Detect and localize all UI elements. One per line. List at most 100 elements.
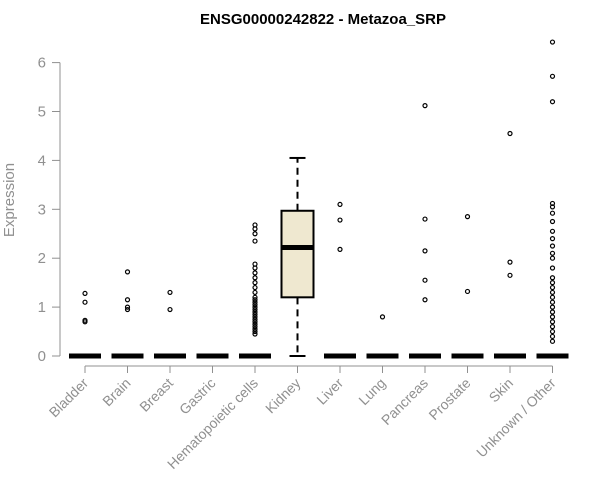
outlier-point xyxy=(337,246,343,252)
outlier-point xyxy=(549,328,556,335)
outlier-point xyxy=(549,228,556,234)
outlier-point xyxy=(549,210,556,216)
outlier-point xyxy=(549,333,556,340)
outlier-point xyxy=(252,284,258,291)
x-tick-label: Brain xyxy=(99,375,133,409)
outlier-point xyxy=(549,236,556,242)
outlier-point xyxy=(549,99,556,105)
outlier-point xyxy=(549,289,556,296)
outlier-point xyxy=(549,39,556,45)
outlier-point xyxy=(422,248,428,254)
outlier-point xyxy=(549,243,556,249)
outlier-point xyxy=(252,261,258,267)
box-group xyxy=(239,222,271,359)
outlier-point xyxy=(549,304,556,310)
outlier-point xyxy=(507,259,513,265)
outlier-point xyxy=(252,222,258,228)
x-tick-label: Kidney xyxy=(262,375,304,417)
outlier-point xyxy=(507,130,513,137)
outlier-point xyxy=(422,103,428,109)
outlier-point xyxy=(252,297,258,303)
box-group xyxy=(280,156,315,357)
x-tick-label: Liver xyxy=(313,375,346,408)
outlier-point xyxy=(549,309,556,315)
outlier-point xyxy=(124,269,131,275)
outlier-point xyxy=(252,309,258,315)
x-tick-label: Bladder xyxy=(46,375,92,421)
y-tick-label: 2 xyxy=(38,250,46,267)
outlier-point xyxy=(379,314,386,320)
outlier-point xyxy=(252,304,258,310)
outlier-point xyxy=(167,289,173,296)
outlier-point xyxy=(549,299,556,305)
x-tick-label: Breast xyxy=(136,375,176,415)
outlier-point xyxy=(549,319,556,325)
outlier-point xyxy=(252,316,258,322)
x-tick-label: Lung xyxy=(355,375,388,408)
outlier-point xyxy=(507,272,513,278)
outlier-point xyxy=(549,338,556,344)
outlier-point xyxy=(252,280,258,286)
y-tick-label: 0 xyxy=(38,348,46,365)
box-group xyxy=(409,103,441,359)
outlier-point xyxy=(422,277,428,283)
outlier-point xyxy=(337,201,343,208)
outlier-point xyxy=(549,200,556,207)
x-tick-label: Pancreas xyxy=(378,375,431,428)
outlier-point xyxy=(124,304,131,310)
outlier-point xyxy=(549,324,556,330)
y-tick-label: 5 xyxy=(38,104,46,121)
plot-area xyxy=(69,39,569,359)
y-tick-label: 1 xyxy=(38,299,46,316)
outlier-point xyxy=(252,311,258,318)
outlier-point xyxy=(82,317,88,323)
x-tick-label: Unknown / Other xyxy=(473,375,559,461)
outlier-point xyxy=(549,314,556,320)
box xyxy=(280,209,315,299)
outlier-point xyxy=(252,331,258,337)
y-tick-label: 4 xyxy=(38,152,46,169)
outlier-point xyxy=(252,231,258,237)
box-group xyxy=(111,269,144,359)
outlier-point xyxy=(464,288,471,295)
outlier-point xyxy=(549,255,556,261)
box-group xyxy=(154,289,186,359)
y-tick-label: 3 xyxy=(38,201,46,218)
outlier-point xyxy=(252,302,258,308)
outlier-point xyxy=(549,284,556,291)
x-tick-label: Prostate xyxy=(425,375,473,423)
outlier-point xyxy=(549,250,556,256)
box-group xyxy=(324,201,356,359)
y-tick-label: 6 xyxy=(38,55,46,72)
outlier-point xyxy=(549,294,556,300)
outlier-point xyxy=(252,289,258,296)
x-tick-label: Skin xyxy=(486,375,517,406)
outlier-point xyxy=(252,328,258,335)
y-axis: 0 1 2 3 4 5 6 xyxy=(38,55,61,365)
outlier-point xyxy=(124,306,131,313)
outlier-point xyxy=(252,275,258,281)
box-group xyxy=(536,39,569,359)
outlier-point xyxy=(82,290,88,297)
outlier-point xyxy=(252,324,258,330)
outlier-point xyxy=(167,306,173,313)
outlier-point xyxy=(549,280,556,286)
outlier-point xyxy=(337,217,343,223)
outlier-point xyxy=(82,299,88,305)
outlier-point xyxy=(549,275,556,281)
box-group xyxy=(451,214,484,359)
outlier-point xyxy=(252,270,258,276)
outlier-point xyxy=(549,218,556,225)
outlier-point xyxy=(252,321,258,327)
outlier-point xyxy=(549,265,556,271)
outlier-point xyxy=(252,314,258,320)
y-axis-label: Expression xyxy=(1,163,18,237)
outlier-point xyxy=(252,319,258,325)
outlier-point xyxy=(252,326,258,332)
outlier-point xyxy=(252,299,258,305)
outlier-point xyxy=(549,73,556,79)
outlier-point xyxy=(464,214,471,220)
outlier-point xyxy=(252,294,258,300)
